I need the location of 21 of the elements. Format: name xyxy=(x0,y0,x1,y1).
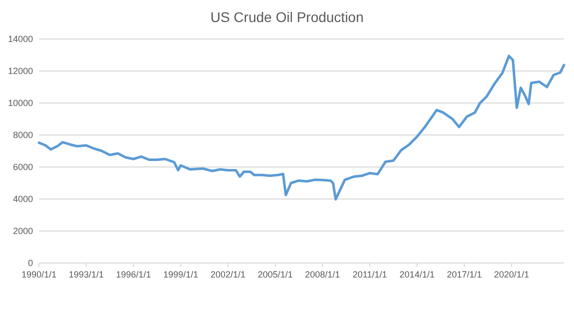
y-tick-label: 8000 xyxy=(12,130,33,140)
x-tick-label: 2020/1/1 xyxy=(494,269,530,280)
y-tick-label: 0 xyxy=(28,258,33,268)
x-tick-label: 1996/1/1 xyxy=(116,269,152,280)
x-tick-label: 2014/1/1 xyxy=(400,269,435,280)
y-tick-label: 14000 xyxy=(8,34,33,44)
y-tick-label: 4000 xyxy=(12,194,33,204)
y-tick-label: 10000 xyxy=(8,98,33,108)
chart-title: US Crude Oil Production xyxy=(210,9,364,25)
y-tick-label: 6000 xyxy=(12,162,33,172)
x-tick-label: 1999/1/1 xyxy=(163,269,198,280)
x-tick-label: 1993/1/1 xyxy=(68,269,104,280)
x-tick-label: 2002/1/1 xyxy=(210,269,246,280)
x-tick-label: 2017/1/1 xyxy=(446,269,482,280)
line-series xyxy=(38,54,566,201)
x-tick-label: 1990/1/1 xyxy=(21,269,57,280)
x-tick-label: 2005/1/1 xyxy=(258,269,293,280)
y-tick-label: 12000 xyxy=(8,66,33,76)
x-tick-label: 2008/1/1 xyxy=(305,269,340,280)
y-tick-label: 2000 xyxy=(12,226,33,236)
x-tick-label: 2011/1/1 xyxy=(352,269,387,280)
